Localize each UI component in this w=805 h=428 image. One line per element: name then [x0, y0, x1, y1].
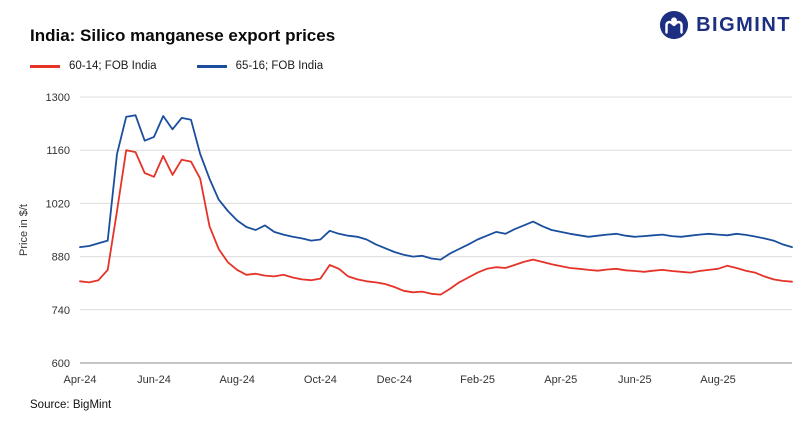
bigmint-logo: BIGMINT [659, 10, 791, 40]
y-tick-label: 1020 [46, 198, 70, 210]
bigmint-logo-text: BIGMINT [696, 13, 791, 36]
legend-label-65-16: 65-16; FOB India [235, 60, 324, 72]
x-tick-label: Apr-25 [544, 374, 577, 386]
y-tick-label: 740 [52, 305, 70, 317]
x-tick-label: Aug-24 [219, 374, 254, 386]
series-line-65-16 [79, 114, 793, 261]
legend-item-65-16: 65-16; FOB India [196, 60, 324, 72]
legend-item-60-14: 60-14; FOB India [30, 60, 157, 72]
legend-swatch-red [30, 64, 60, 68]
x-tick-label: Jun-24 [137, 374, 171, 386]
x-tick-label: Aug-25 [700, 374, 735, 386]
x-tick-label: Feb-25 [460, 374, 495, 386]
source-note: Source: BigMint [30, 399, 112, 411]
chart-area: 600 740 880 1020 1160 1300 Apr-24 Jun-24 Aug-24 O… [0, 85, 805, 395]
y-tick-label: 600 [52, 358, 70, 370]
series-line-60-14 [79, 149, 793, 296]
x-tick-label: Jun-25 [618, 374, 652, 386]
y-tick-label: 1160 [46, 145, 70, 157]
x-tick-label: Dec-24 [377, 374, 412, 386]
x-tick-label: Apr-24 [63, 374, 96, 386]
line-chart: 600 740 880 1020 1160 1300 Apr-24 Jun-24 Aug-24 O… [46, 92, 793, 386]
legend-swatch-blue [196, 64, 227, 68]
legend-label-60-14: 60-14; FOB India [69, 60, 157, 72]
chart-title: India: Silico manganese export prices [30, 26, 336, 45]
legend: 60-14; FOB India 65-16; FOB India [30, 60, 323, 72]
y-tick-label: 880 [52, 252, 70, 264]
bigmint-icon [659, 10, 689, 40]
y-tick-label: 1300 [46, 92, 70, 104]
x-tick-label: Oct-24 [304, 374, 337, 386]
